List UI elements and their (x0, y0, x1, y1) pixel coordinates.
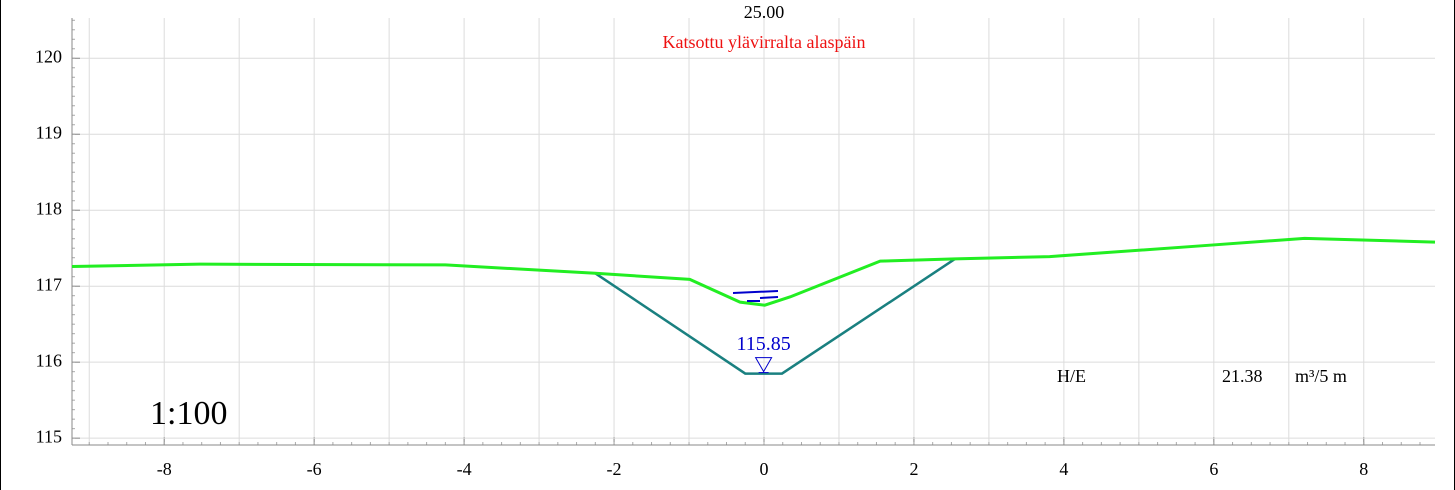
series-line (71, 236, 1436, 307)
water-marker (732, 290, 779, 302)
y-tick-label: 119 (36, 122, 62, 142)
y-tick-label: 117 (36, 274, 62, 294)
x-tick-label: 0 (759, 459, 768, 479)
grid (71, 18, 1435, 446)
plot (71, 236, 1436, 375)
x-tick-label: 2 (909, 459, 918, 479)
y-tick-label: 116 (36, 350, 62, 370)
scale-label: 1:100 (150, 395, 227, 432)
volume-value: 21.38 (1222, 366, 1263, 386)
level-triangle (754, 357, 773, 373)
x-tick-label: -4 (457, 459, 472, 479)
y-tick-label: 120 (35, 46, 62, 66)
x-tick-label: -6 (307, 459, 322, 479)
water-level-label: 115.85 (736, 333, 790, 355)
x-tick-label: -8 (157, 459, 172, 479)
x-tick-label: 6 (1209, 459, 1218, 479)
series-line (594, 257, 956, 375)
x-tick-label: 8 (1359, 459, 1368, 479)
x-tick-label: 4 (1059, 459, 1068, 479)
volume-label: H/E (1057, 366, 1086, 386)
subtitle: Katsottu ylävirralta alaspäin (663, 32, 866, 52)
x-tick-label: -2 (607, 459, 622, 479)
volume-unit: m³/5 m (1295, 366, 1347, 386)
title: 25.00 (744, 2, 785, 22)
y-tick-label: 115 (36, 426, 62, 446)
y-tick-label: 118 (36, 198, 62, 218)
